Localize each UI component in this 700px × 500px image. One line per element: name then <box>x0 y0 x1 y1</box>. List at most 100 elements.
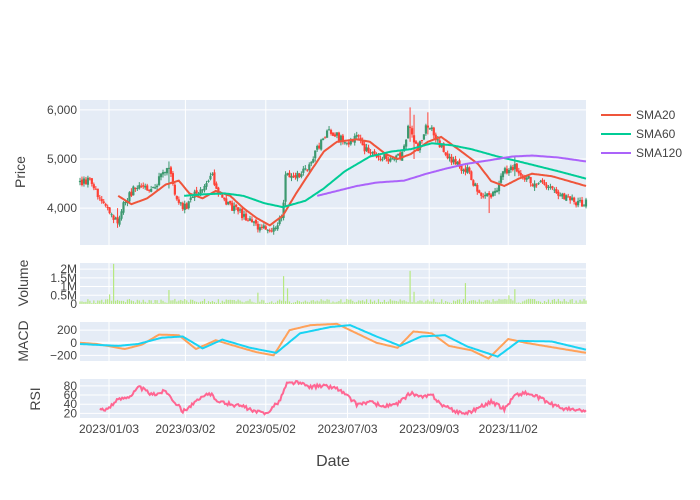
candle-body <box>357 135 360 137</box>
volume-bar <box>199 301 202 304</box>
candle-body <box>549 186 552 188</box>
volume-bar <box>522 301 524 304</box>
volume-bar <box>87 299 89 304</box>
volume-bar <box>488 300 490 304</box>
candle-body <box>308 164 311 171</box>
volume-bar <box>316 300 318 304</box>
candle <box>414 140 418 144</box>
candle-body <box>116 216 119 224</box>
candle-body <box>361 139 364 146</box>
volume-bar <box>397 301 399 304</box>
candle-body <box>286 173 289 176</box>
volume-bar <box>290 303 293 304</box>
candle-body <box>240 208 244 219</box>
volume-bar <box>328 299 330 304</box>
candle <box>408 107 412 142</box>
candle-body <box>142 185 145 187</box>
candle-body <box>393 158 396 160</box>
volume-bar <box>227 299 229 304</box>
candle <box>316 144 319 152</box>
legend-item-sma60[interactable]: SMA60 <box>601 127 676 141</box>
legend-item-sma20[interactable]: SMA20 <box>601 108 676 122</box>
legend-label-sma20: SMA20 <box>636 108 676 122</box>
candle <box>367 144 370 154</box>
candle <box>86 175 90 188</box>
candle-body <box>155 185 159 188</box>
candle <box>478 189 481 194</box>
candle-body <box>428 128 431 130</box>
candle-body <box>173 184 176 195</box>
candle <box>112 214 115 224</box>
volume-bar <box>379 301 382 304</box>
volume-bar <box>364 301 366 304</box>
volume-bar <box>575 300 577 304</box>
candle <box>432 126 435 139</box>
volume-bar <box>142 299 144 304</box>
volume-bar <box>126 299 129 304</box>
candle <box>266 228 269 234</box>
candle <box>576 197 580 208</box>
volume-bar <box>352 300 354 304</box>
candle <box>205 180 208 190</box>
candle-body <box>100 198 103 202</box>
volume-bar <box>371 301 374 304</box>
candle <box>553 187 556 194</box>
candle <box>223 197 226 202</box>
volume-bar <box>534 299 536 304</box>
volume-bar <box>443 302 445 304</box>
candle <box>94 185 97 190</box>
candle-body <box>329 130 333 134</box>
volume-bar <box>97 300 99 304</box>
y-axis-title-volume: Volume <box>15 259 31 306</box>
candle <box>359 134 362 144</box>
volume-bar <box>320 299 322 304</box>
y-tick-label-price-1: 5,000 <box>47 152 77 166</box>
candle-body <box>464 168 467 172</box>
candle-body <box>432 127 435 136</box>
volume-bar <box>310 300 312 304</box>
x-axis-title: Date <box>316 453 350 470</box>
volume-bar <box>462 299 465 304</box>
volume-bar <box>308 302 310 304</box>
volume-bar <box>360 300 362 304</box>
candle <box>493 187 497 196</box>
volume-bar <box>99 300 101 304</box>
candle-body <box>114 218 117 220</box>
signal-line <box>79 324 587 358</box>
candle <box>300 171 303 179</box>
volume-bar <box>83 301 85 304</box>
candle-body <box>183 203 186 211</box>
candle <box>339 134 343 146</box>
candle-body <box>414 141 418 144</box>
candle-body <box>169 167 173 174</box>
legend-item-sma120[interactable]: SMA120 <box>601 146 682 160</box>
candle-body <box>454 158 457 165</box>
candle <box>428 127 431 130</box>
volume-bar <box>229 299 231 304</box>
volume-bar <box>241 301 243 304</box>
volume-bar <box>419 300 421 304</box>
volume-bar <box>342 302 344 304</box>
candle-body <box>565 195 568 201</box>
candle <box>268 228 271 233</box>
candle-body <box>136 188 139 190</box>
volume-bar <box>251 301 253 304</box>
volume-bar <box>539 301 542 304</box>
volume-bar <box>281 300 283 304</box>
volume-bar <box>367 302 370 304</box>
candle-body <box>337 132 341 141</box>
candle-body <box>302 168 305 173</box>
volume-bar <box>219 302 221 304</box>
candle-body <box>387 158 390 162</box>
volume-bar <box>391 300 393 304</box>
candle-body <box>171 173 174 184</box>
candle <box>565 194 568 202</box>
volume-bar <box>431 301 433 304</box>
volume-bar <box>389 299 391 304</box>
candle-body <box>355 135 358 137</box>
volume-bar <box>395 300 397 304</box>
candle-body <box>104 204 107 206</box>
candle <box>452 156 455 165</box>
volume-bar <box>273 302 275 304</box>
